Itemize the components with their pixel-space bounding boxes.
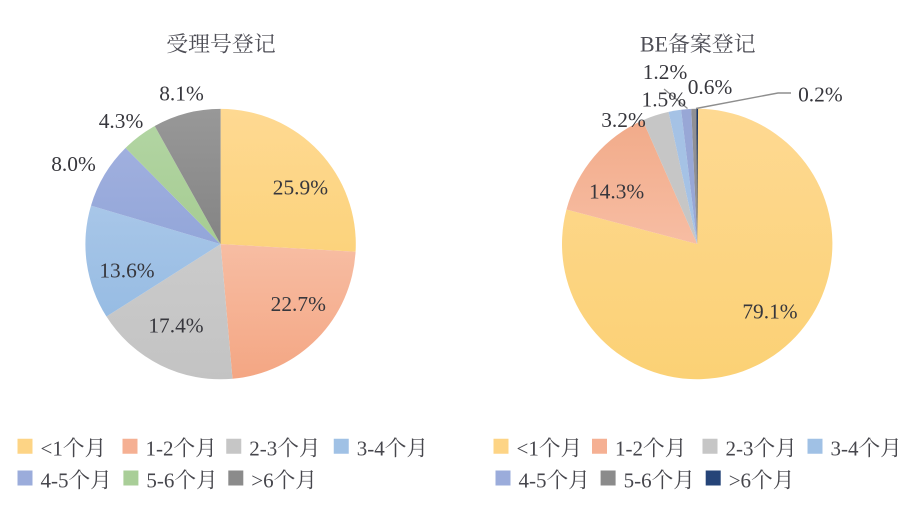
svg-text:4.3%: 4.3% (99, 109, 144, 133)
svg-text:<1: <1 (517, 437, 539, 461)
svg-text:5-6: 5-6 (146, 469, 174, 493)
svg-text:8.1%: 8.1% (159, 81, 204, 105)
svg-text:>6: >6 (251, 469, 273, 493)
svg-text:14.3%: 14.3% (589, 180, 644, 204)
svg-text:4-5: 4-5 (41, 469, 69, 493)
svg-text:79.1%: 79.1% (742, 299, 797, 323)
svg-text:3.2%: 3.2% (601, 108, 646, 132)
svg-text:3-4: 3-4 (831, 437, 859, 461)
svg-text:1.2%: 1.2% (643, 60, 688, 84)
svg-text:13.6%: 13.6% (99, 259, 154, 283)
svg-text:BE: BE (640, 32, 668, 57)
svg-text:2-3: 2-3 (249, 437, 277, 461)
svg-text:1-2: 1-2 (615, 437, 643, 461)
svg-text:8.0%: 8.0% (51, 152, 96, 176)
svg-text:17.4%: 17.4% (148, 314, 203, 338)
svg-text:0.6%: 0.6% (688, 75, 733, 99)
svg-text:1.5%: 1.5% (642, 88, 687, 112)
svg-text:3-4: 3-4 (357, 437, 385, 461)
svg-text:4-5: 4-5 (519, 469, 547, 493)
svg-text:<1: <1 (41, 437, 63, 461)
svg-text:0.2%: 0.2% (798, 83, 843, 107)
svg-text:1-2: 1-2 (146, 437, 174, 461)
svg-text:22.7%: 22.7% (271, 292, 326, 316)
svg-text:25.9%: 25.9% (273, 176, 328, 200)
svg-text:>6: >6 (729, 469, 751, 493)
svg-text:5-6: 5-6 (624, 469, 652, 493)
svg-text:2-3: 2-3 (726, 437, 754, 461)
